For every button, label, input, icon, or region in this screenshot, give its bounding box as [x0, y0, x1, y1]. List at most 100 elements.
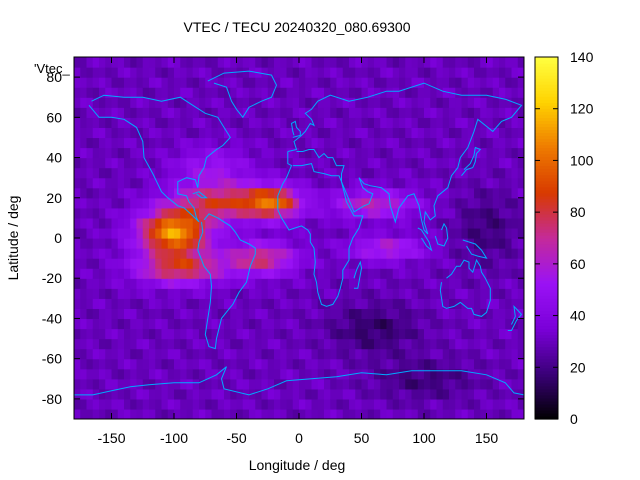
heatmap-cell — [199, 157, 206, 169]
heatmap-cell — [174, 97, 181, 108]
heatmap-cell — [449, 77, 456, 88]
heatmap-cell — [317, 328, 325, 340]
colorbar-segment — [535, 234, 558, 239]
heatmap-cell — [330, 197, 338, 209]
heatmap-cell — [461, 147, 469, 159]
heatmap-cell — [242, 197, 250, 209]
heatmap-cell — [199, 358, 206, 370]
heatmap-cell — [336, 57, 344, 68]
heatmap-cell — [86, 187, 94, 199]
heatmap-cell — [105, 227, 113, 239]
heatmap-cell — [205, 167, 213, 179]
heatmap-cell — [280, 127, 288, 139]
heatmap-cell — [186, 87, 194, 98]
heatmap-cell — [80, 388, 88, 400]
heatmap-cell — [86, 288, 94, 299]
heatmap-cell — [342, 67, 350, 78]
heatmap-cell — [511, 408, 519, 419]
heatmap-cell — [411, 398, 419, 410]
heatmap-cell — [442, 107, 450, 118]
heatmap-cell — [105, 268, 113, 279]
heatmap-cell — [386, 147, 394, 159]
heatmap-cell — [436, 107, 444, 118]
heatmap-cell — [217, 348, 225, 360]
heatmap-cell — [74, 288, 81, 299]
heatmap-cell — [492, 288, 500, 299]
heatmap-cell — [92, 278, 100, 289]
heatmap-cell — [205, 137, 213, 149]
heatmap-cell — [342, 268, 350, 279]
heatmap-cell — [499, 378, 506, 390]
heatmap-cell — [149, 348, 156, 360]
heatmap-cell — [299, 207, 306, 219]
heatmap-cell — [474, 248, 481, 259]
heatmap-cell — [167, 278, 175, 289]
heatmap-cell — [349, 388, 356, 400]
colorbar-segment — [535, 174, 558, 179]
heatmap-cell — [74, 87, 81, 98]
heatmap-cell — [405, 127, 413, 139]
heatmap-cell — [86, 77, 94, 88]
heatmap-cell — [424, 248, 431, 259]
heatmap-cell — [505, 157, 513, 169]
heatmap-cell — [105, 388, 113, 400]
heatmap-cell — [349, 117, 356, 128]
heatmap-cell — [305, 97, 313, 108]
heatmap-cell — [392, 167, 400, 179]
heatmap-cell — [499, 97, 506, 108]
heatmap-cell — [149, 318, 156, 330]
heatmap-cell — [274, 87, 281, 98]
heatmap-cell — [130, 157, 138, 169]
heatmap-cell — [74, 67, 81, 78]
heatmap-cell — [436, 127, 444, 139]
heatmap-cell — [105, 147, 113, 159]
heatmap-cell — [330, 248, 338, 259]
heatmap-cell — [186, 57, 194, 68]
heatmap-cell — [411, 77, 419, 88]
heatmap-cell — [511, 288, 519, 299]
heatmap-cell — [274, 187, 281, 199]
heatmap-cell — [442, 368, 450, 380]
heatmap-cell — [280, 338, 288, 350]
heatmap-cell — [217, 127, 225, 139]
heatmap-cell — [342, 227, 350, 239]
heatmap-cell — [317, 97, 325, 108]
heatmap-cell — [236, 57, 244, 68]
colorbar-segment — [535, 313, 558, 318]
heatmap-cell — [242, 298, 250, 309]
heatmap-cell — [286, 117, 294, 128]
heatmap-cell — [255, 147, 263, 159]
heatmap-cell — [130, 408, 138, 419]
heatmap-cell — [505, 338, 513, 350]
heatmap-cell — [505, 278, 513, 289]
heatmap-cell — [86, 207, 94, 219]
heatmap-cell — [380, 147, 388, 159]
heatmap-cell — [317, 187, 325, 199]
colorbar-segment — [535, 84, 558, 88]
heatmap-cell — [442, 398, 450, 410]
heatmap-cell — [199, 328, 206, 340]
heatmap-cell — [86, 258, 94, 269]
heatmap-cell — [417, 227, 425, 239]
heatmap-cell — [511, 258, 519, 269]
heatmap-cell — [205, 298, 213, 309]
heatmap-cell — [136, 117, 144, 128]
heatmap-cell — [430, 348, 438, 360]
heatmap-cell — [417, 318, 425, 330]
heatmap-cell — [511, 207, 519, 219]
heatmap-cell — [130, 288, 138, 299]
heatmap-cell — [299, 268, 306, 279]
heatmap-cell — [342, 97, 350, 108]
heatmap-cell — [217, 368, 225, 380]
heatmap-cell — [486, 388, 494, 400]
heatmap-cell — [161, 87, 169, 98]
heatmap-cell — [474, 408, 481, 419]
heatmap-cell — [299, 177, 306, 189]
y-tick-label: 80 — [46, 69, 62, 85]
heatmap-cell — [430, 57, 438, 68]
heatmap-cell — [186, 408, 194, 419]
heatmap-cell — [342, 107, 350, 118]
heatmap-cell — [105, 358, 113, 370]
heatmap-cell — [86, 378, 94, 390]
heatmap-cell — [205, 87, 213, 98]
